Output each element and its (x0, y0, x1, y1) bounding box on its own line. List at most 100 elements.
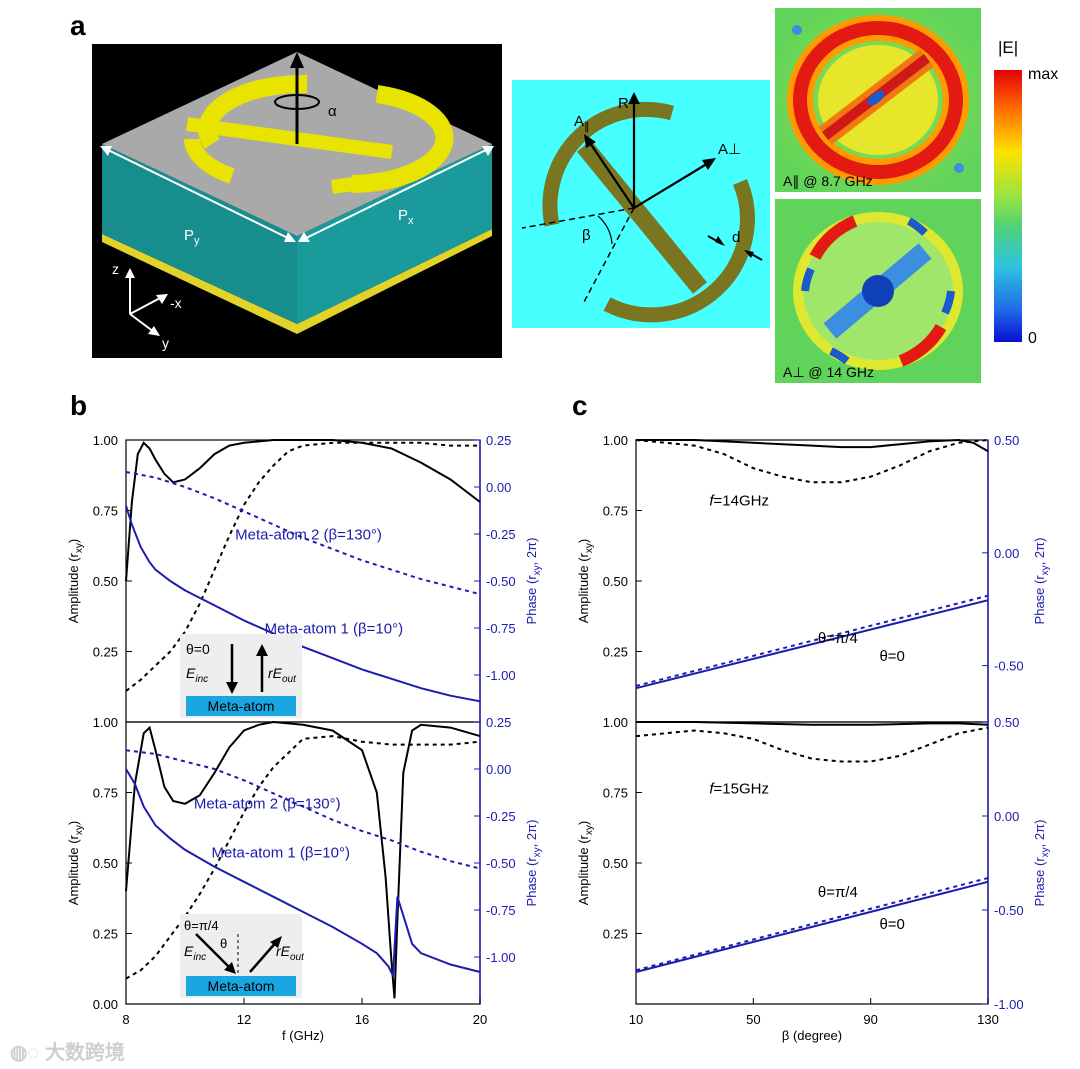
b-top-series-1 (125, 441, 480, 692)
colorbar-title: |E| (998, 38, 1019, 57)
b-bottom-inset-theta: θ=π/4 (184, 918, 219, 933)
b-top-annotation-0: Meta-atom 2 (β=130°) (235, 527, 382, 544)
c-top-series-1 (635, 439, 989, 484)
b-top-ytick-label: 0.75 (93, 504, 118, 519)
field-map-bottom: A⊥ @ 14 GHz (775, 199, 981, 383)
b-bottom-ytick-label: 1.00 (93, 715, 118, 730)
meta-atom-schematic: R A∥ A⊥ β d (512, 80, 770, 328)
b-bottom-y2tick-label: -0.75 (486, 903, 516, 918)
c-bottom-xtick-label: 90 (863, 1012, 877, 1027)
colorbar-min: 0 (1028, 330, 1037, 347)
b-bottom-y2tick-label: -0.25 (486, 809, 516, 824)
b-bottom-inset-einc: Einc (184, 943, 206, 963)
c-top-y2tick-label: 0.50 (994, 433, 1019, 448)
c-top-ytick-label: 1.00 (603, 433, 628, 448)
px-label: P (398, 207, 408, 224)
unit-cell-render: α Py Px z -x y (92, 44, 502, 358)
c-bottom-y2tick-label: -0.50 (994, 903, 1024, 918)
field-bottom-label: A⊥ @ 14 GHz (783, 364, 874, 380)
c-bottom-ytick-label: 0.50 (603, 856, 628, 871)
b-top-ylabel: Amplitude (rxy) (66, 539, 85, 623)
d-label: d (732, 229, 740, 246)
c-top-series-3 (635, 594, 989, 687)
b-bottom-xtick-label: 20 (473, 1012, 487, 1027)
c-bottom-ytick-label: 0.75 (603, 786, 628, 801)
b-top-y2tick-label: -0.50 (486, 574, 516, 589)
b-top-ytick-label: 0.25 (93, 645, 118, 660)
b-top-inset-einc: Einc (186, 665, 208, 685)
b-top-annotation-1: Meta-atom 1 (β=10°) (265, 621, 403, 638)
b-bottom-annotation-1: Meta-atom 1 (β=10°) (212, 844, 350, 861)
panel-b-letter: b (70, 390, 88, 421)
c-bottom-series-0 (636, 721, 989, 726)
colorbar (994, 70, 1022, 342)
field-top-label: A∥ @ 8.7 GHz (783, 173, 873, 189)
b-bottom-xlabel: f (GHz) (282, 1028, 324, 1043)
c-top-y2label: Phase (rxy, 2π) (1032, 538, 1051, 625)
panel-c-letter: c (572, 390, 588, 421)
c-top-frame (635, 439, 989, 723)
b-bottom-y2tick-label: -1.00 (486, 950, 516, 965)
r-label: R (618, 95, 629, 112)
b-bottom-ytick-label: 0.00 (93, 997, 118, 1012)
b-bottom-series-3 (125, 768, 481, 977)
b-bottom-xtick-label: 16 (355, 1012, 369, 1027)
b-top-series-3 (125, 505, 481, 703)
c-bottom-annotation-1: θ=π/4 (818, 884, 858, 901)
c-bottom-xtick-label: 130 (977, 1012, 999, 1027)
axis-x-label: -x (170, 295, 182, 311)
b-bottom-y2tick-label: 0.25 (486, 715, 511, 730)
b-bottom-ytick-label: 0.50 (93, 856, 118, 871)
c-top-series-0 (636, 438, 989, 453)
c-bottom-frame (635, 721, 989, 1005)
b-top-ytick-label: 1.00 (93, 433, 118, 448)
c-bottom-y2label: Phase (rxy, 2π) (1032, 820, 1051, 907)
c-bottom-y2tick-label: -1.00 (994, 997, 1024, 1012)
b-bottom-y2tick-label: -0.50 (486, 856, 516, 871)
panel-a-letter: a (70, 10, 86, 41)
c-bottom-ytick-label: 0.25 (603, 927, 628, 942)
c-top-annotation-2: θ=0 (879, 648, 904, 665)
c-top-y2tick-label: -0.50 (994, 659, 1024, 674)
b-bottom-xtick-label: 12 (237, 1012, 251, 1027)
b-bottom-inset-theta-symbol: θ (220, 936, 227, 951)
c-bottom-series-1 (635, 726, 989, 763)
c-top-ylabel: Amplitude (rxy) (576, 539, 595, 623)
b-bottom-inset-meta-atom (186, 976, 296, 996)
b-bottom-ytick-label: 0.75 (93, 786, 118, 801)
c-bottom-xlabel: β (degree) (782, 1028, 842, 1043)
c-top-series-2 (635, 599, 989, 690)
c-bottom-xtick-label: 50 (746, 1012, 760, 1027)
b-top-series-0 (125, 439, 481, 582)
b-bottom-inset-eout: rEout (276, 943, 305, 963)
b-top-y2tick-label: -0.25 (486, 527, 516, 542)
b-bottom-series-2 (125, 749, 481, 870)
b-bottom-annotation-0: Meta-atom 2 (β=130°) (194, 795, 341, 812)
colorbar-max: max (1028, 66, 1059, 83)
b-top-inset-eout: rEout (268, 665, 297, 685)
b-top-y2tick-label: -1.00 (486, 668, 516, 683)
c-top-ytick-label: 0.75 (603, 504, 628, 519)
c-bottom-y2tick-label: 0.00 (994, 809, 1019, 824)
watermark: ◍◌ 大数跨境 (10, 1042, 125, 1064)
c-top-y2tick-label: 0.00 (994, 546, 1019, 561)
svg-text:Py: Py (184, 227, 200, 247)
axis-y-label: y (162, 335, 169, 351)
b-top-inset-theta: θ=0 (186, 641, 210, 657)
c-top-annotation-0: f=14GHz (709, 492, 769, 509)
c-bottom-series-3 (635, 877, 989, 972)
b-bottom-xtick-label: 8 (122, 1012, 129, 1027)
a-par-label: A (574, 113, 584, 130)
svg-text:A∥: A∥ (574, 113, 590, 133)
b-bottom-series-0 (125, 720, 481, 999)
a-perp-label: A⊥ (718, 141, 741, 158)
b-top-inset-meta-atom-label: Meta-atom (208, 698, 275, 714)
b-top-y2label: Phase (rxy, 2π) (524, 538, 543, 625)
b-bottom-ylabel: Amplitude (rxy) (66, 821, 85, 905)
c-bottom-y2tick-label: 0.50 (994, 715, 1019, 730)
svg-text:Px: Px (398, 207, 414, 227)
axis-z-label: z (112, 261, 119, 277)
c-bottom-xtick-label: 10 (629, 1012, 643, 1027)
c-top-annotation-1: θ=π/4 (818, 630, 858, 647)
